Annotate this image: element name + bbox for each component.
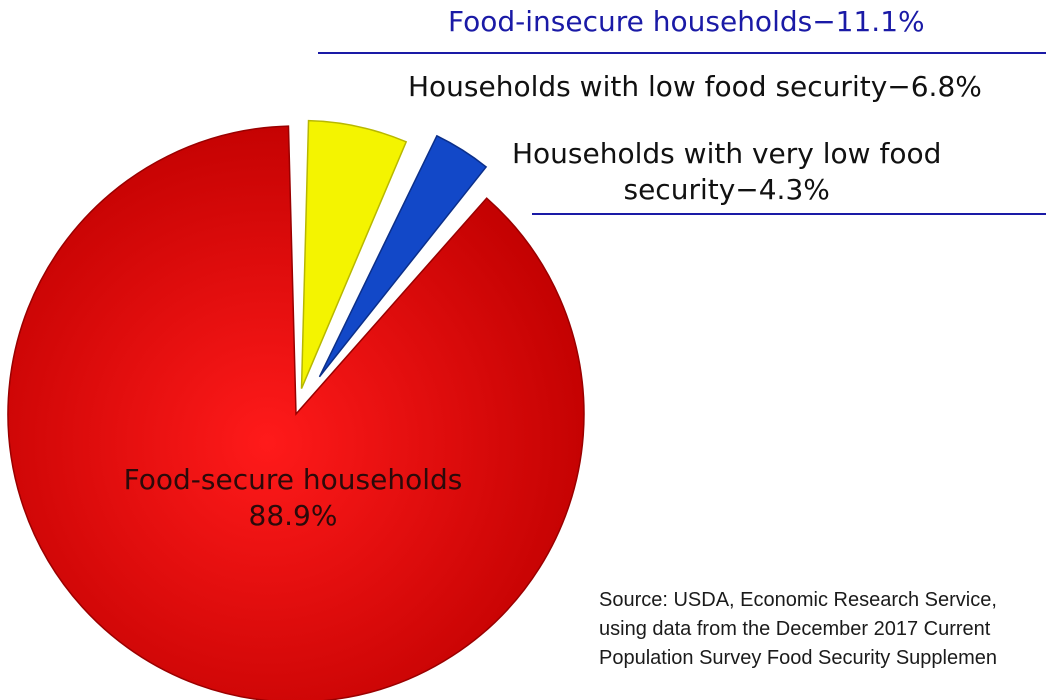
low-food-security-label: Households with low food security−6.8% [408,70,982,103]
food-secure-label-line1: Food-secure households [123,463,463,496]
food-secure-label-line2: 88.9% [248,499,338,532]
slice-food-secure [7,125,585,700]
source-note: Source: USDA, Economic Research Service,… [599,586,997,673]
food-secure-label: Food-secure households 88.9% [88,462,498,534]
very-low-label-line2: security−4.3% [623,173,830,206]
source-line1: Source: USDA, Economic Research Service, [599,589,997,611]
very-low-label-line1: Households with very low food [512,137,942,170]
source-line3: Population Survey Food Security Suppleme… [599,647,998,669]
food-insecure-heading: Food-insecure households−11.1% [448,5,925,38]
slice-low-food-security [300,119,408,389]
slice-very-low-food-security [318,134,488,378]
source-line2: using data from the December 2017 Curren… [599,618,991,640]
very-low-food-security-label: Households with very low food security−4… [512,136,941,208]
